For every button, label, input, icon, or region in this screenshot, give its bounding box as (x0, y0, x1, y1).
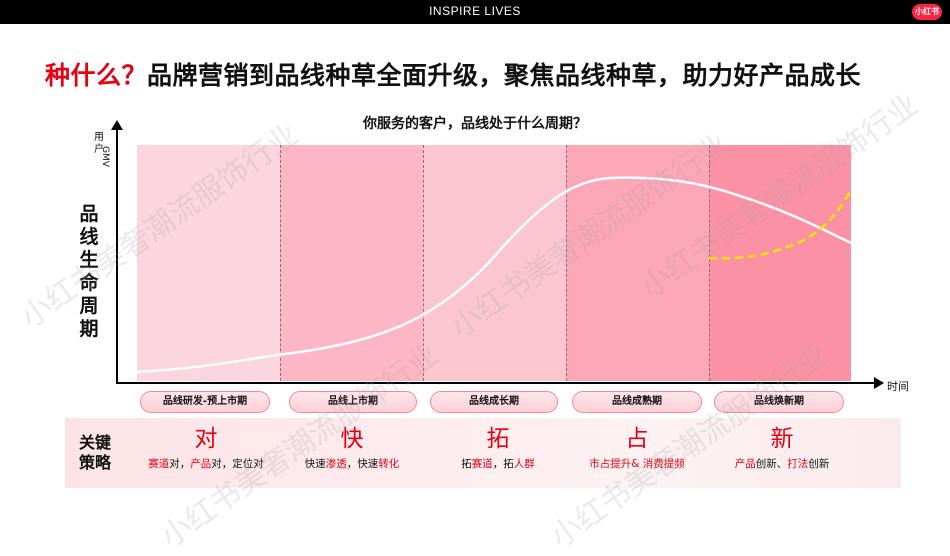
brand-title: INSPIRE LIVES (429, 4, 521, 18)
y-axis-label-user: 用户 (94, 132, 104, 155)
zone-maturity (566, 145, 709, 381)
strategy-item: 拓 拓赛道，拓人群 (428, 424, 568, 471)
zone-divider (280, 145, 281, 381)
stage-growth: 品线成长期 (430, 391, 558, 413)
zone-rd-prelaunch (137, 145, 280, 381)
y-axis-title: 品线生命周期 (79, 203, 99, 340)
highlight-text: 人群 (513, 458, 535, 470)
top-bar: INSPIRE LIVES 小红书 (0, 0, 950, 24)
strategy-item: 快 快速渗透，快速转化 (282, 424, 422, 471)
strategy-item: 新 产品创新、打法创新 (712, 424, 852, 471)
xiaohongshu-logo: 小红书 (912, 4, 942, 20)
strategy-panel (65, 418, 901, 488)
strategy-title: 关键策略 (79, 433, 112, 472)
stage-rd-prelaunch: 品线研发-预上市期 (140, 391, 270, 413)
plain-text: ，快速 (346, 458, 379, 470)
strategy-keyword: 快 (340, 426, 364, 452)
highlight-text: 产品 (734, 458, 756, 470)
page-headline: 种什么？品牌营销到品线种草全面升级，聚焦品线种草，助力好产品成长 (45, 56, 861, 92)
strategy-description: 拓赛道，拓人群 (428, 456, 568, 471)
plain-text: ，拓 (492, 458, 514, 470)
plain-text: 拓 (461, 458, 472, 470)
headline-text: 品牌营销到品线种草全面升级，聚焦品线种草，助力好产品成长 (147, 61, 862, 90)
highlight-text: 赛道 (471, 458, 493, 470)
strategy-description: 产品创新、打法创新 (712, 456, 852, 471)
highlight-text: 转化 (378, 458, 400, 470)
strategy-keyword: 新 (770, 426, 794, 452)
strategy-keyword: 拓 (486, 426, 510, 452)
stage-launch: 品线上市期 (289, 391, 417, 413)
zone-growth (423, 145, 566, 381)
x-axis-arrow (874, 377, 884, 389)
strategy-description: 市占提升& 消费提频 (567, 456, 707, 471)
strategy-description: 快速渗透，快速转化 (282, 456, 422, 471)
plain-text: 创新 (808, 458, 830, 470)
strategy-item: 占 市占提升& 消费提频 (567, 424, 707, 471)
lifecycle-curve (136, 176, 852, 374)
y-axis-arrow (111, 120, 123, 130)
highlight-text: 市占提升& 消费提频 (589, 458, 685, 470)
lifecycle-curves (136, 176, 853, 374)
zone-divider (423, 145, 424, 381)
zone-renewal (709, 145, 851, 381)
zone-divider (566, 145, 567, 381)
highlight-text: 产品 (190, 458, 212, 470)
stage-maturity: 品线成熟期 (572, 391, 702, 413)
highlight-text: 赛道 (148, 458, 170, 470)
chart-subtitle: 你服务的客户，品线处于什么周期？ (363, 116, 587, 132)
plain-text: 创新、 (755, 458, 788, 470)
x-axis (116, 382, 876, 384)
strategy-item: 对 赛道对，产品对，定位对 (136, 424, 276, 471)
strategy-keyword: 对 (194, 426, 218, 452)
y-axis (116, 128, 118, 384)
plain-text: 对，定位对 (211, 458, 264, 470)
stage-renewal: 品线焕新期 (714, 391, 844, 413)
renewal-curve (708, 189, 853, 260)
strategy-description: 赛道对，产品对，定位对 (136, 456, 276, 471)
highlight-text: 渗透 (325, 458, 347, 470)
headline-accent: 种什么？ (45, 61, 148, 90)
x-axis-label: 时间 (887, 380, 909, 393)
y-axis-label-gmv: GMV (100, 146, 110, 167)
plain-text: 快速 (304, 458, 326, 470)
highlight-text: 打法 (787, 458, 809, 470)
strategy-keyword: 占 (625, 426, 649, 452)
plain-text: 对， (169, 458, 191, 470)
zone-divider (709, 145, 710, 381)
